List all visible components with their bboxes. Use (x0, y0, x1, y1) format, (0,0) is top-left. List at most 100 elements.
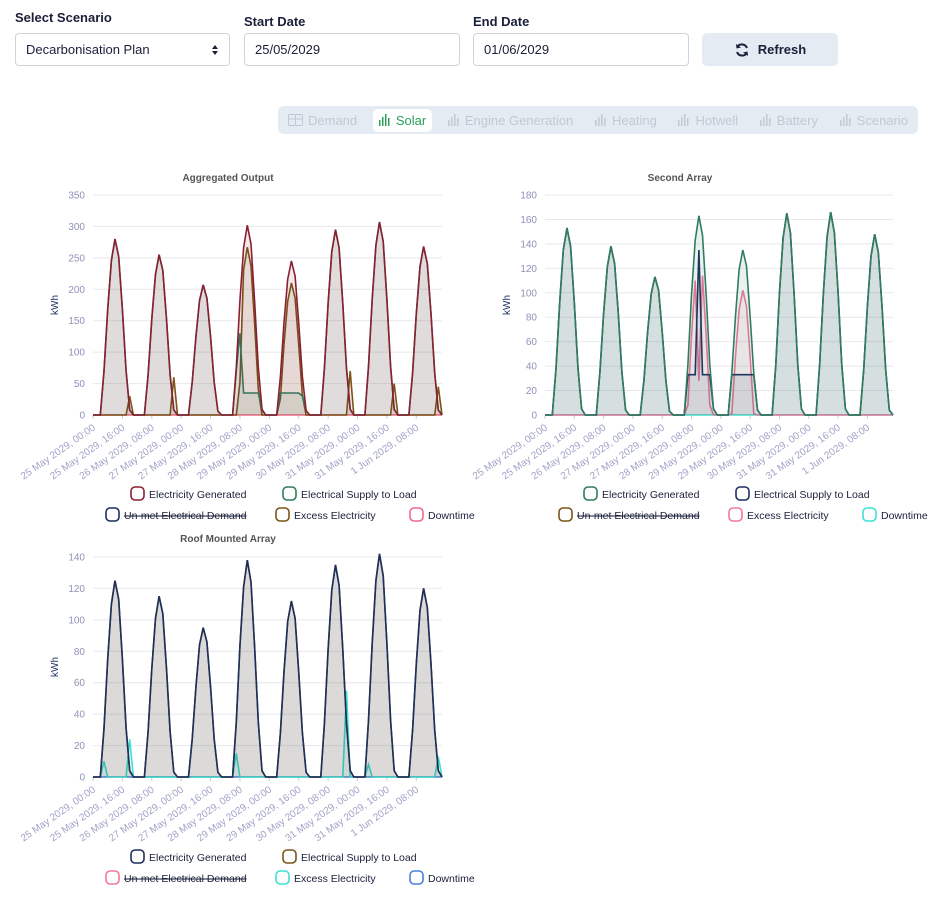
y-tick-label: 60 (74, 678, 86, 689)
legend-label: Electrical Supply to Load (301, 852, 417, 864)
legend-swatch (409, 507, 424, 522)
y-axis-label: kWh (50, 295, 61, 315)
tab-label: Battery (776, 112, 818, 128)
tab-icon (678, 114, 689, 126)
tab-icon (447, 114, 459, 126)
tab[interactable]: Solar (372, 108, 433, 132)
y-tick-label: 80 (74, 647, 86, 658)
end-date-input[interactable]: 01/06/2029 (473, 33, 689, 66)
legend-label: Excess Electricity (294, 510, 376, 522)
legend-label: Electrical Supply to Load (301, 489, 417, 501)
legend-swatch (558, 507, 573, 522)
tab-label: Demand (308, 112, 358, 128)
chart-title: Roof Mounted Array (180, 534, 276, 545)
tab-icon (839, 114, 851, 126)
y-tick-label: 250 (68, 253, 85, 264)
series-area (545, 212, 893, 415)
y-tick-label: 20 (526, 386, 538, 397)
y-tick-label: 120 (68, 584, 85, 595)
tab[interactable]: Demand (282, 109, 363, 132)
tab-label: Heating (611, 112, 657, 128)
y-tick-label: 300 (68, 222, 85, 233)
legend-swatch (105, 507, 120, 522)
scenario-value: Decarbonisation Plan (26, 42, 150, 57)
series-line (545, 211, 894, 416)
series-area (93, 222, 442, 415)
legend-swatch (735, 486, 750, 501)
y-tick-label: 0 (79, 773, 85, 784)
y-tick-label: 120 (520, 264, 537, 275)
end-date-label: End Date (473, 14, 530, 29)
refresh-label: Refresh (757, 42, 807, 57)
refresh-icon (735, 42, 748, 57)
y-tick-label: 350 (68, 191, 85, 202)
legend-swatch (275, 870, 290, 885)
y-tick-label: 200 (68, 285, 85, 296)
legend-swatch (282, 849, 297, 864)
y-tick-label: 100 (520, 288, 537, 299)
tab-label: Scenario (856, 112, 908, 128)
legend-swatch (862, 507, 877, 522)
series-line (93, 553, 443, 778)
legend-label: Electrical Supply to Load (754, 489, 870, 501)
y-tick-label: 20 (74, 741, 86, 752)
legend-label: Downtime (428, 873, 475, 885)
y-tick-label: 0 (79, 411, 85, 422)
series-line (93, 221, 443, 416)
y-axis-label: kWh (502, 295, 513, 315)
y-tick-label: 80 (526, 313, 538, 324)
legend-label: Electricity Generated (149, 489, 247, 501)
legend-swatch (728, 507, 743, 522)
tab-icon (288, 114, 303, 126)
select-arrows (212, 45, 218, 55)
chart-title: Aggregated Output (182, 173, 274, 184)
legend-label: Un-met Electrical Demand (577, 510, 700, 522)
legend-label: Electricity Generated (149, 852, 247, 864)
y-axis-label: kWh (50, 657, 61, 677)
legend-swatch (282, 486, 297, 501)
tab[interactable]: Hotwell (672, 109, 744, 132)
series-area (93, 553, 442, 777)
tab-icon (759, 114, 771, 126)
y-tick-label: 40 (74, 710, 86, 721)
tab-icon (594, 114, 606, 126)
legend-swatch (130, 849, 145, 864)
scenario-select[interactable]: Decarbonisation Plan (15, 33, 230, 66)
y-tick-label: 40 (526, 362, 538, 373)
legend-swatch (105, 870, 120, 885)
chart-title: Second Array (648, 173, 713, 184)
y-tick-label: 100 (68, 615, 85, 626)
tab-label: Solar (395, 112, 427, 128)
legend-label: Downtime (428, 510, 475, 522)
legend-label: Electricity Generated (602, 489, 700, 501)
start-date-input[interactable]: 25/05/2029 (244, 33, 460, 66)
legend-swatch (275, 507, 290, 522)
tab[interactable]: Battery (754, 109, 824, 132)
tab[interactable]: Scenario (834, 109, 914, 132)
legend-label: Un-met Electrical Demand (124, 510, 247, 522)
legend-swatch (583, 486, 598, 501)
y-tick-label: 0 (531, 411, 537, 422)
y-tick-label: 160 (520, 215, 537, 226)
y-tick-label: 180 (520, 191, 537, 202)
y-tick-label: 140 (68, 553, 85, 564)
legend-swatch (409, 870, 424, 885)
tab-label: Hotwell (695, 112, 739, 128)
legend-label: Excess Electricity (747, 510, 829, 522)
y-tick-label: 150 (68, 316, 85, 327)
legend-label: Excess Electricity (294, 873, 376, 885)
start-date-value: 25/05/2029 (255, 42, 321, 57)
legend-label: Downtime (881, 510, 928, 522)
legend-label: Un-met Electrical Demand (124, 873, 247, 885)
legend-swatch (130, 486, 145, 501)
tab[interactable]: Heating (589, 109, 663, 132)
end-date-value: 01/06/2029 (484, 42, 550, 57)
y-tick-label: 60 (526, 337, 538, 348)
refresh-button[interactable]: Refresh (702, 33, 838, 66)
tab-label: Engine Generation (464, 112, 574, 128)
y-tick-label: 140 (520, 239, 537, 250)
tab-bar: Demand Solar Engine Generation Heating Hotwe… (278, 106, 918, 134)
tab[interactable]: Engine Generation (442, 109, 579, 132)
